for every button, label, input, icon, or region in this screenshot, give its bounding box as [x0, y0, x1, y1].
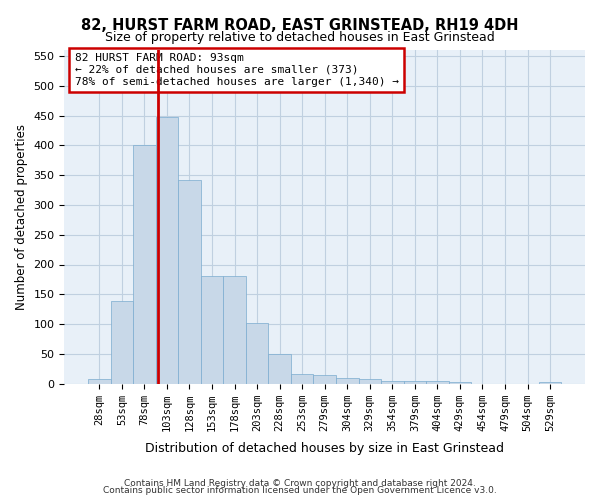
Text: Size of property relative to detached houses in East Grinstead: Size of property relative to detached ho… [105, 31, 495, 44]
Bar [449, 382, 471, 384]
Bar [223, 276, 246, 384]
Text: 82, HURST FARM ROAD, EAST GRINSTEAD, RH19 4DH: 82, HURST FARM ROAD, EAST GRINSTEAD, RH1… [81, 18, 519, 32]
Y-axis label: Number of detached properties: Number of detached properties [15, 124, 28, 310]
Bar [336, 378, 359, 384]
Bar [178, 180, 201, 384]
Bar [426, 382, 449, 384]
Bar [404, 382, 426, 384]
Bar [246, 323, 268, 384]
Bar [88, 379, 110, 384]
Bar [539, 382, 562, 384]
Text: Contains HM Land Registry data © Crown copyright and database right 2024.: Contains HM Land Registry data © Crown c… [124, 478, 476, 488]
Bar [110, 302, 133, 384]
Bar [155, 116, 178, 384]
Text: 82 HURST FARM ROAD: 93sqm
← 22% of detached houses are smaller (373)
78% of semi: 82 HURST FARM ROAD: 93sqm ← 22% of detac… [75, 54, 399, 86]
Bar [268, 354, 291, 384]
Bar [133, 146, 155, 384]
X-axis label: Distribution of detached houses by size in East Grinstead: Distribution of detached houses by size … [145, 442, 504, 455]
Bar [201, 276, 223, 384]
Text: Contains public sector information licensed under the Open Government Licence v3: Contains public sector information licen… [103, 486, 497, 495]
Bar [359, 379, 381, 384]
Bar [313, 374, 336, 384]
Bar [291, 374, 313, 384]
Bar [381, 380, 404, 384]
